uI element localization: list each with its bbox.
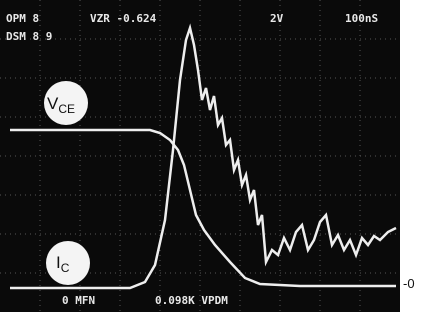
- ic-label: IC: [56, 253, 70, 275]
- header-text: VZR -0.624: [90, 12, 157, 25]
- footer-text: 0 MFN: [62, 294, 95, 307]
- label-sub: C: [61, 261, 70, 275]
- label-sub: CE: [58, 102, 75, 116]
- header-text: 100nS: [345, 12, 378, 25]
- footer-text: 0.098K VPDM: [155, 294, 228, 307]
- header-text: OPM 8: [6, 12, 39, 25]
- zero-marker: -0: [403, 276, 415, 291]
- label-main: V: [47, 94, 59, 113]
- vce-label: VCE: [47, 94, 75, 116]
- label-circle: [46, 241, 90, 285]
- header-text: DSM 8 9: [6, 30, 52, 43]
- header-text: 2V: [270, 12, 284, 25]
- ic-trace: [10, 23, 397, 290]
- label-main: I: [56, 253, 61, 272]
- vce-trace: [10, 128, 396, 288]
- label-circle: [44, 81, 88, 125]
- graticule: [0, 0, 400, 312]
